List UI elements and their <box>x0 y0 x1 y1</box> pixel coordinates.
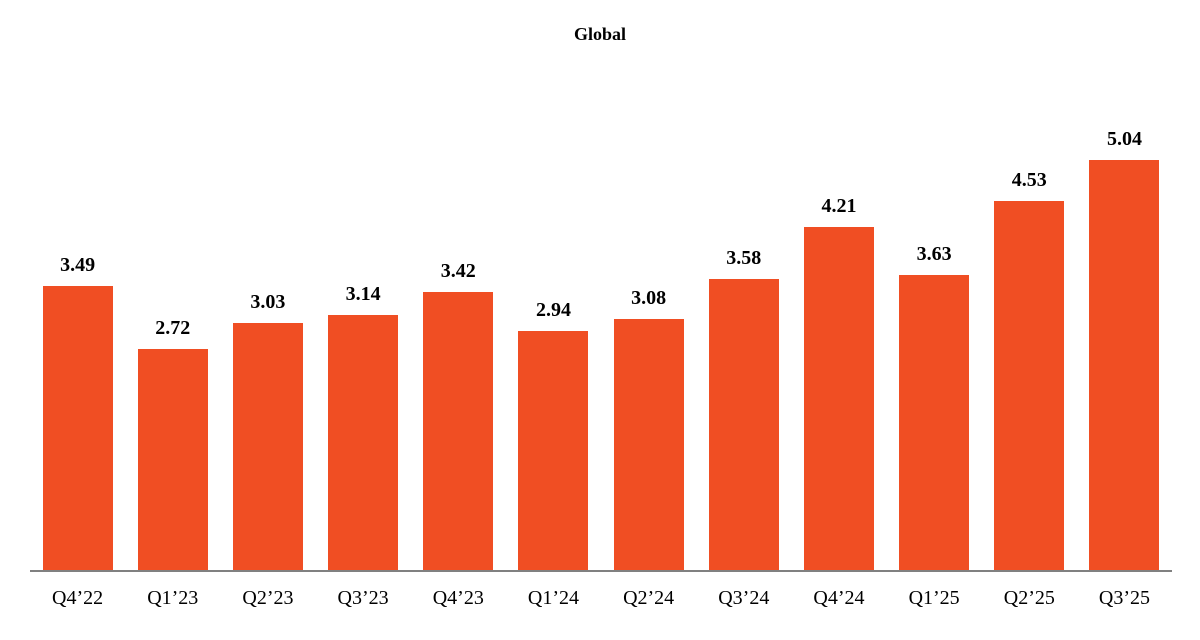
x-tick-label: Q3’24 <box>718 587 770 609</box>
bar-group: 4.21 <box>791 195 886 570</box>
bar <box>328 315 399 570</box>
bar <box>613 319 684 570</box>
bar-group: 3.08 <box>601 287 696 570</box>
bar-value-label: 3.03 <box>250 291 286 313</box>
bar-value-label: 3.42 <box>440 260 476 282</box>
bar-group: 4.53 <box>982 169 1077 570</box>
bar-value-label: 4.21 <box>821 195 857 217</box>
x-axis-line <box>30 570 1172 572</box>
bar-value-label: 3.49 <box>60 254 96 276</box>
x-tick-label: Q1’23 <box>147 587 199 609</box>
bar <box>1089 160 1160 570</box>
plot-area: 3.49 2.72 3.03 3.14 3.42 2.94 3.08 3.58 4.21 3.63… <box>30 90 1172 570</box>
bar-value-label: 3.08 <box>631 287 667 309</box>
bar-group: 5.04 <box>1077 128 1172 570</box>
bar-value-label: 5.04 <box>1106 128 1142 150</box>
bar-group: 3.42 <box>411 260 506 570</box>
bar <box>994 201 1065 570</box>
x-tick-label: Q3’23 <box>337 587 389 609</box>
bar <box>232 323 303 570</box>
bar-group: 2.72 <box>125 317 220 570</box>
bar-value-label: 3.14 <box>345 283 381 305</box>
bar-value-label: 4.53 <box>1011 169 1047 191</box>
x-tick-label: Q2’24 <box>623 587 675 609</box>
bar-group: 3.14 <box>316 283 411 570</box>
bar <box>899 275 970 570</box>
x-tick-label: Q2’23 <box>242 587 294 609</box>
bar <box>42 286 113 570</box>
bar-group: 3.58 <box>696 247 791 570</box>
bar <box>518 331 589 570</box>
x-tick-label: Q4’22 <box>52 587 104 609</box>
bar-value-label: 2.72 <box>155 317 191 339</box>
bar-group: 3.03 <box>220 291 315 570</box>
chart-title: Global <box>573 24 626 44</box>
bar <box>708 279 779 570</box>
x-tick-label: Q3’25 <box>1098 587 1151 609</box>
bar <box>423 292 494 570</box>
x-tick-label: Q1’24 <box>527 587 579 609</box>
x-tick-label: Q4’23 <box>432 587 484 609</box>
x-axis-labels: Q4’22 Q1’23 Q2’23 Q3’23 Q4’23 Q1’24 Q2’24 Q3’24… <box>30 587 1172 610</box>
bar-value-label: 2.94 <box>535 299 571 321</box>
x-tick-label: Q2’25 <box>1003 587 1055 609</box>
bar-group: 3.49 <box>30 254 125 570</box>
x-tick-label: Q4’24 <box>813 587 865 609</box>
x-tick-label: Q1’25 <box>908 587 960 609</box>
bar-value-label: 3.58 <box>726 247 762 269</box>
bar-group: 2.94 <box>506 299 601 570</box>
bar <box>803 227 874 570</box>
bar-group: 3.63 <box>887 243 982 570</box>
bar-value-label: 3.63 <box>916 243 952 265</box>
bar <box>137 349 208 570</box>
